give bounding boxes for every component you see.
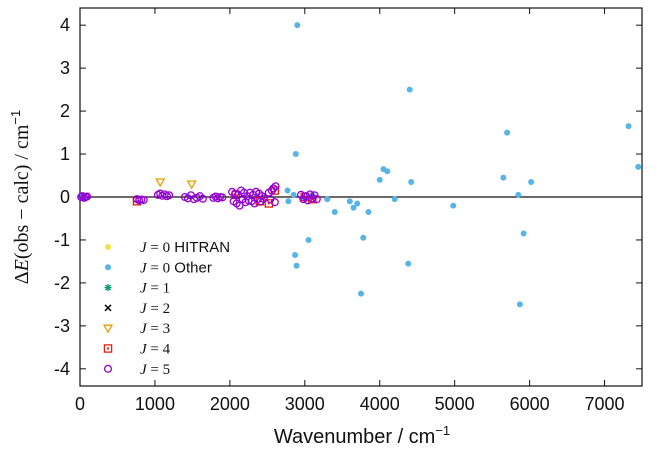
data-point [83,192,92,201]
data-point [528,178,535,185]
data-point [520,230,527,237]
legend-marker [103,364,113,373]
y-tick-label: 4 [60,15,70,35]
data-point [515,191,522,198]
data-point [284,187,291,194]
data-point [271,182,280,191]
y-tick-label: 3 [60,58,70,78]
data-point [160,190,169,199]
y-tick-label: 0 [60,187,70,207]
data-point [139,195,148,205]
data-point [186,180,197,190]
x-tick-label: 5000 [435,394,475,414]
x-tick-label: 4000 [360,394,400,414]
y-tick-label: -3 [54,316,70,336]
legend-label: J = 4 [140,342,171,358]
data-point [198,194,207,203]
data-point [290,191,297,198]
legend-marker [105,244,111,250]
data-point [269,184,278,193]
legend-label: J = 0 HITRAN [140,239,230,256]
legend-label: J = 2 [140,301,170,317]
data-point [500,174,507,181]
x-tick-label: 7000 [585,394,625,414]
data-point [365,209,372,216]
data-point [450,202,457,209]
data-point [305,236,312,243]
y-axis-title: ΔE(obs − calc) / cm−1 [8,110,33,284]
y-tick-label: 2 [60,101,70,121]
x-tick-label: 3000 [285,394,325,414]
data-point [218,193,227,202]
data-point [270,198,279,207]
data-point [391,196,398,203]
series-4 [155,178,197,190]
data-point [354,200,361,207]
data-point [360,234,367,241]
data-point [350,204,357,211]
data-point [292,251,299,258]
x-tick-label: 1000 [135,394,175,414]
legend-marker [102,324,114,334]
data-point [264,199,274,208]
plot-area: 0 1000 2000 3000 4000 5000 6000 7000 -4 -3 -2 -1 0 1 2… [54,7,643,414]
data-point [625,123,632,130]
data-point [165,191,174,200]
legend-marker [104,304,112,312]
data-point [406,86,413,93]
data-point [384,168,391,175]
x-tick-label: 6000 [510,394,550,414]
data-point [516,301,523,308]
legend: J = 0 HITRAN J = 0 Other J = 1 J = 2 J = 3 J … [102,239,230,378]
y-tick-label: -4 [54,359,70,379]
legend-marker [105,264,111,271]
legend-marker [104,284,112,292]
data-point [405,260,412,267]
data-point [292,151,299,158]
data-point [156,189,165,198]
data-point [293,262,300,269]
legend-marker [103,344,113,353]
data-point [376,176,383,183]
data-point [155,178,166,188]
data-point [358,290,364,297]
data-point [312,195,321,204]
y-tick-label: 1 [60,144,70,164]
legend-label: J = 1 [140,281,170,297]
data-point [235,201,244,210]
data-point [635,163,642,170]
legend-label: J = 5 [140,362,170,378]
x-tick-label: 2000 [210,394,250,414]
data-point [297,190,306,199]
x-axis-title: Wavenumber / cm−1 [274,423,450,448]
legend-label: J = 3 [140,321,170,337]
x-tick-label: 0 [75,394,85,414]
data-point [504,129,511,136]
data-point [331,209,338,216]
data-point [324,196,331,203]
data-point [294,22,301,29]
data-point [408,178,415,185]
legend-label: J = 0 Other [140,259,212,276]
data-point [285,198,292,205]
series-6 [77,182,321,210]
y-tick-label: -2 [54,273,70,293]
y-tick-label: -1 [54,230,70,250]
data-point [346,198,353,205]
